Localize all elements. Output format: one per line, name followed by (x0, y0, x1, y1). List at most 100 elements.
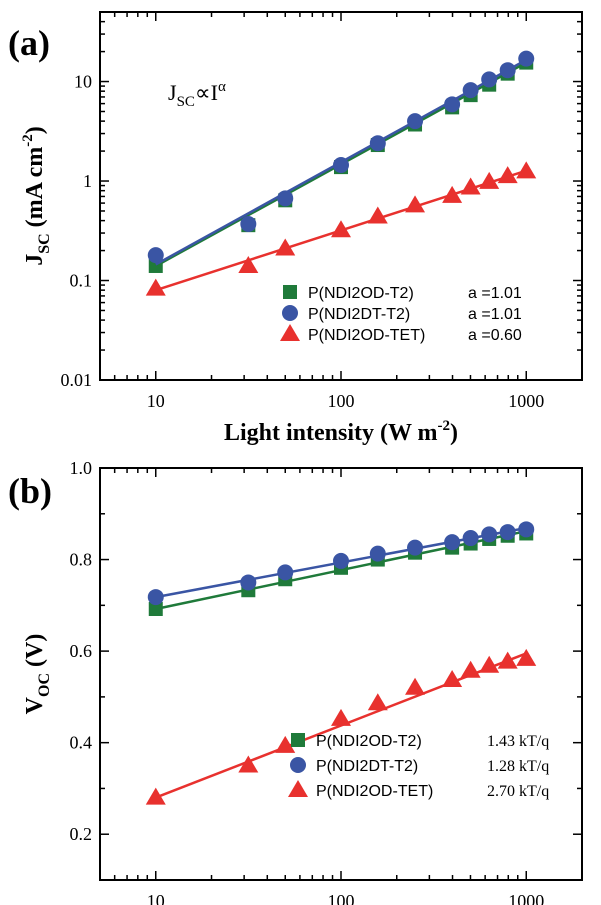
data-point (369, 135, 386, 152)
annotation-mid: ∝I (195, 80, 218, 105)
y-tick-label: 10 (74, 72, 92, 92)
legend-item-2: P(NDI2OD-TET) 2.70 kT/q (288, 780, 549, 800)
data-point (147, 247, 164, 264)
legend-item-1: P(NDI2DT-T2) 1.28 kT/q (290, 757, 549, 775)
y-axis-title-sub: SC (36, 233, 53, 253)
panel-label: (b) (8, 471, 52, 511)
data-point (497, 166, 518, 184)
legend-value: a =1.01 (468, 285, 522, 302)
chart-panel-a: 10 100 1000 0.01 0.1 1 10 (a) Light intensity (W… (8, 11, 583, 446)
data-point (460, 177, 481, 195)
data-point (462, 530, 479, 547)
data-point (277, 564, 294, 581)
data-point (499, 62, 516, 79)
data-point (240, 574, 257, 591)
data-point (405, 677, 426, 695)
series-1 (147, 50, 535, 266)
data-point (331, 708, 351, 726)
x-tick-label: 1000 (508, 891, 544, 905)
y-axis-title-sub: OC (36, 673, 53, 697)
data-point (518, 50, 535, 67)
legend-value: 2.70 kT/q (487, 783, 549, 800)
data-point (442, 185, 463, 203)
y-axis-title-end: ) (22, 126, 48, 134)
data-point (333, 552, 349, 569)
x-axis-title-sup: -2 (438, 418, 451, 434)
legend-value: a =1.01 (468, 306, 522, 323)
annotation-base: J (168, 80, 177, 105)
legend-marker (283, 285, 297, 299)
data-point (481, 71, 498, 88)
y-tick-label: 0.01 (61, 370, 93, 390)
data-point (145, 787, 166, 805)
x-tick-label: 10 (147, 891, 165, 905)
y-tick-label: 1 (83, 171, 92, 191)
legend-label: P(NDI2DT-T2) (316, 758, 418, 775)
series-1 (147, 521, 535, 606)
x-axis-title-end: ) (450, 420, 458, 446)
data-point (407, 539, 424, 556)
data-point (333, 156, 349, 173)
y-axis-title-base: V (22, 696, 48, 714)
annotation-sup: α (218, 79, 226, 95)
data-point (479, 171, 500, 189)
data-point (442, 669, 463, 687)
data-point (275, 238, 296, 256)
data-point (369, 545, 386, 562)
data-point (516, 161, 537, 179)
x-axis-title: Light intensity (W m-2) (224, 418, 458, 446)
data-point (145, 278, 166, 296)
legend-marker (291, 733, 305, 747)
scaling-annotation: JSC∝Iα (168, 79, 226, 110)
data-point (407, 113, 424, 130)
series-2 (145, 648, 537, 805)
data-point (518, 521, 535, 538)
data-point (405, 195, 426, 213)
legend-item-0: P(NDI2OD-T2) 1.43 kT/q (291, 733, 549, 750)
panel-label: (a) (8, 23, 50, 63)
data-point (277, 190, 294, 207)
legend-value: 1.43 kT/q (487, 733, 549, 750)
y-axis-title-rest: (mA cm (22, 147, 48, 234)
data-point (367, 206, 388, 224)
y-axis-title: VOC (V) (22, 634, 53, 715)
legend-item-0: P(NDI2OD-T2) a =1.01 (283, 285, 522, 302)
x-tick-label: 100 (328, 891, 355, 905)
data-point (238, 255, 259, 273)
data-point (479, 655, 500, 673)
data-point (444, 96, 461, 113)
data-point (147, 589, 164, 606)
legend-item-1: P(NDI2DT-T2) a =1.01 (282, 305, 522, 323)
legend-item-2: P(NDI2OD-TET) a =0.60 (280, 324, 522, 344)
y-axis-title-base: J (22, 254, 48, 266)
data-point (367, 693, 388, 711)
data-point (497, 651, 518, 669)
data-point (462, 82, 479, 99)
data-point (275, 735, 296, 753)
x-tick-label: 10 (147, 391, 165, 411)
legend-label: P(NDI2OD-T2) (308, 285, 414, 302)
y-axis-title-rest: (V) (22, 634, 48, 673)
data-point (331, 220, 351, 238)
x-tick-label: 100 (328, 391, 355, 411)
series-2 (145, 161, 537, 296)
legend-marker (282, 305, 298, 321)
data-point (460, 660, 481, 678)
data-point (240, 215, 257, 232)
y-tick-label: 1.0 (70, 458, 93, 478)
data-point (148, 601, 163, 616)
y-axis-title-sup: -2 (20, 134, 36, 147)
y-tick-label: 0.2 (70, 824, 93, 844)
legend-label: P(NDI2OD-T2) (316, 733, 422, 750)
legend-label: P(NDI2OD-TET) (308, 327, 425, 344)
y-tick-label: 0.4 (70, 733, 93, 753)
legend-label: P(NDI2DT-T2) (308, 306, 410, 323)
legend-marker (280, 324, 300, 341)
y-axis-title: JSC (mA cm-2) (20, 126, 53, 266)
data-point (238, 755, 259, 773)
data-point (516, 648, 537, 666)
data-point (444, 534, 461, 551)
legend-marker (290, 757, 306, 773)
